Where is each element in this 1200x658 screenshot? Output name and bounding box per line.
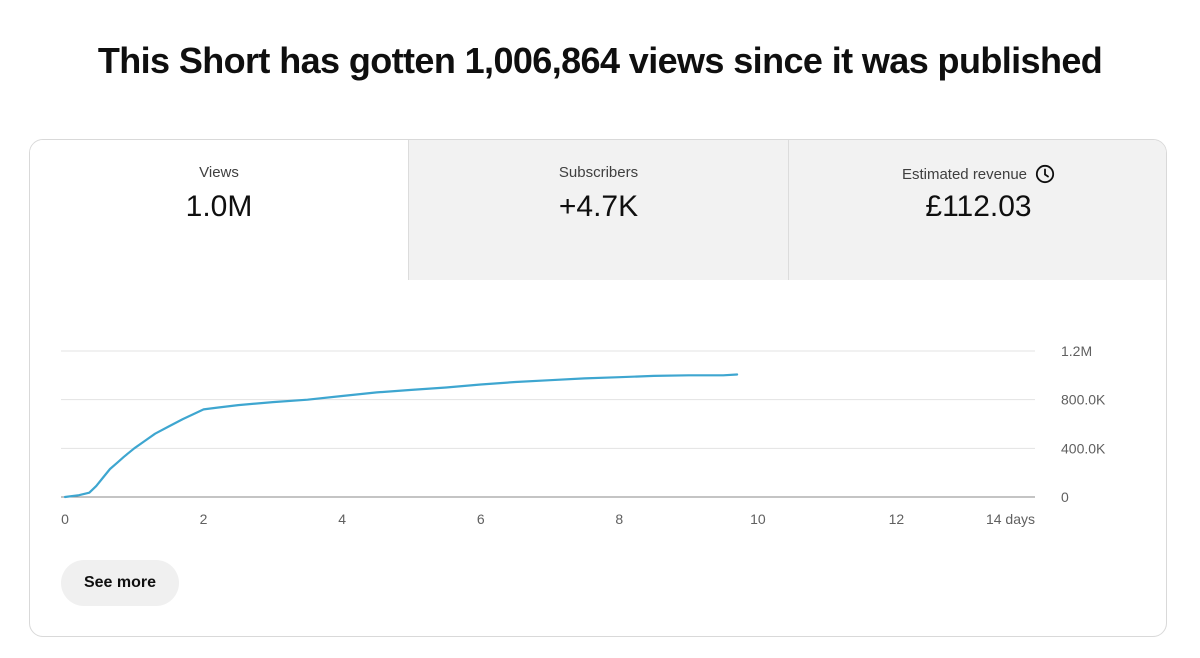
tab-views-label: Views [199,164,239,181]
page-headline: This Short has gotten 1,006,864 views si… [97,40,1103,81]
metric-tabs: Views 1.0M Subscribers +4.7K Estimated r… [30,140,1166,280]
x-tick-label: 14 days [986,511,1035,527]
tab-revenue-label: Estimated revenue [901,165,1028,183]
x-tick-label: 6 [477,511,485,527]
tab-subscribers-label: Subscribers [558,164,639,181]
x-tick-label: 8 [615,511,623,527]
x-tick-label: 10 [750,511,766,527]
clock-icon[interactable] [1035,164,1055,184]
tab-revenue-value: £112.03 [925,190,1032,223]
views-chart-svg: 0 400.0K 800.0K 1.2M 0 2 4 6 8 10 12 14 days [61,343,1106,527]
x-tick-label: 12 [889,511,905,527]
views-chart: 0 400.0K 800.0K 1.2M 0 2 4 6 8 10 12 14 days [30,280,1166,540]
see-more-button[interactable]: See more [61,560,179,606]
y-tick-label: 800.0K [1061,392,1106,408]
x-tick-label: 4 [338,511,346,527]
tab-subscribers[interactable]: Subscribers +4.7K [408,140,788,280]
analytics-card: Views 1.0M Subscribers +4.7K Estimated r… [29,139,1167,637]
y-tick-label: 1.2M [1061,343,1092,359]
tab-estimated-revenue[interactable]: Estimated revenue £112.03 [788,140,1166,280]
tab-views[interactable]: Views 1.0M [30,140,408,280]
y-tick-label: 400.0K [1061,440,1106,456]
y-tick-label: 0 [1061,489,1069,505]
x-tick-label: 2 [200,511,208,527]
views-series-line [63,373,739,499]
tab-views-value: 1.0M [185,190,253,223]
tab-subscribers-value: +4.7K [558,190,639,223]
x-tick-label: 0 [61,511,69,527]
